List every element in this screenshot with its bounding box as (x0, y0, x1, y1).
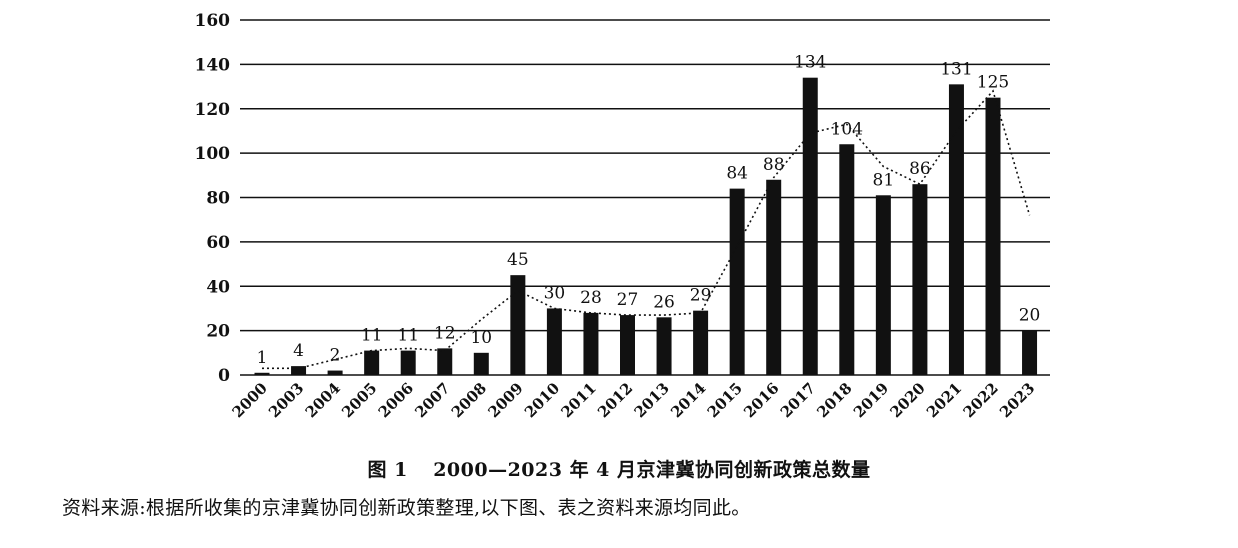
x-tick-label: 2019 (850, 379, 892, 421)
data-label: 30 (544, 283, 566, 303)
x-tick-label: 2016 (740, 379, 782, 421)
x-tick-label: 2005 (338, 379, 380, 421)
x-tick-label: 2021 (923, 379, 965, 421)
y-tick-label: 0 (218, 366, 230, 386)
y-tick-label: 60 (206, 233, 230, 253)
data-label: 88 (763, 155, 785, 175)
y-tick-label: 160 (195, 11, 231, 31)
bar (400, 350, 416, 375)
x-tick-label: 2020 (886, 379, 928, 421)
bar (802, 77, 818, 375)
trend-line (262, 89, 1031, 370)
x-tick-label: 2022 (960, 379, 1002, 421)
x-tick-label: 2006 (375, 379, 417, 421)
y-tick-label: 140 (195, 55, 231, 75)
x-tick-label: 2009 (484, 379, 526, 421)
trend-polyline (262, 89, 1031, 370)
data-label: 134 (794, 53, 826, 73)
data-label: 104 (831, 119, 863, 139)
data-label: 2 (330, 346, 341, 366)
bar (875, 195, 891, 375)
y-tick-label: 100 (195, 144, 231, 164)
data-label: 125 (977, 73, 1009, 93)
data-label: 45 (507, 250, 529, 270)
data-label: 26 (653, 292, 675, 312)
x-tick-label: 2011 (558, 379, 600, 421)
bar (510, 275, 526, 375)
x-tick-label: 2004 (302, 379, 344, 421)
bars (254, 77, 1038, 375)
x-tick-label: 2010 (521, 379, 563, 421)
bar (437, 348, 453, 375)
y-axis-ticks: 0 20 40 60 80 100 120 140 160 (195, 11, 231, 386)
y-tick-label: 40 (206, 277, 230, 297)
y-tick-label: 20 (206, 322, 230, 342)
bar (656, 317, 672, 375)
x-tick-label: 2017 (777, 379, 819, 421)
data-label: 4 (293, 341, 304, 361)
x-axis-ticks: 2000200320042005200620072008200920102011… (229, 379, 1039, 421)
data-label: 10 (470, 328, 492, 348)
bar (912, 184, 928, 375)
x-tick-label: 2003 (265, 379, 307, 421)
figure-label: 图 1 (367, 459, 408, 481)
bar (473, 352, 489, 375)
data-label: 27 (617, 290, 639, 310)
y-tick-label: 80 (206, 189, 230, 209)
bar (729, 188, 745, 375)
figure-title: 2000—2023 年 4 月京津冀协同创新政策总数量 (433, 459, 871, 481)
data-label: 28 (580, 288, 602, 308)
data-label: 12 (434, 323, 456, 343)
x-tick-label: 2008 (448, 379, 490, 421)
bar (948, 84, 964, 375)
source-note: 资料来源:根据所收集的京津冀协同创新政策整理,以下图、表之资料来源均同此。 (62, 497, 751, 519)
data-label: 11 (361, 326, 383, 346)
x-tick-label: 2012 (594, 379, 636, 421)
data-label: 20 (1019, 306, 1041, 326)
bar (1022, 330, 1038, 375)
x-tick-label: 2014 (667, 379, 709, 421)
bar (327, 370, 343, 375)
x-tick-label: 2007 (411, 379, 453, 421)
data-labels: 1 4 2 11 11 12 10 45 30 28 27 26 29 84 88 134 104 81 86 131… (257, 53, 1041, 368)
x-tick-label: 2018 (813, 379, 855, 421)
bar (620, 315, 635, 375)
data-label: 86 (909, 159, 931, 179)
data-label: 131 (940, 59, 972, 79)
policy-count-chart: 0 20 40 60 80 100 120 140 160 1 4 2 11 11 12 10 45 30 28 2… (195, 11, 1050, 421)
data-label: 11 (397, 326, 419, 346)
bar (546, 308, 562, 375)
x-tick-label: 2000 (229, 379, 271, 421)
data-label: 84 (726, 164, 748, 184)
data-label: 29 (690, 286, 712, 306)
bar (766, 179, 782, 375)
data-label: 81 (873, 170, 895, 190)
bar (364, 350, 380, 375)
y-tick-label: 120 (195, 100, 231, 120)
bar (583, 312, 599, 375)
data-label: 1 (257, 348, 268, 368)
x-tick-label: 2015 (704, 379, 746, 421)
x-tick-label: 2013 (631, 379, 673, 421)
bar (254, 372, 270, 375)
x-tick-label: 2023 (996, 379, 1038, 421)
bar (839, 144, 855, 375)
bar (291, 366, 307, 375)
figure-caption: 图 1 2000—2023 年 4 月京津冀协同创新政策总数量 (0, 455, 1238, 482)
bar (693, 310, 709, 375)
gridlines (240, 19, 1050, 376)
bar (985, 97, 1001, 375)
